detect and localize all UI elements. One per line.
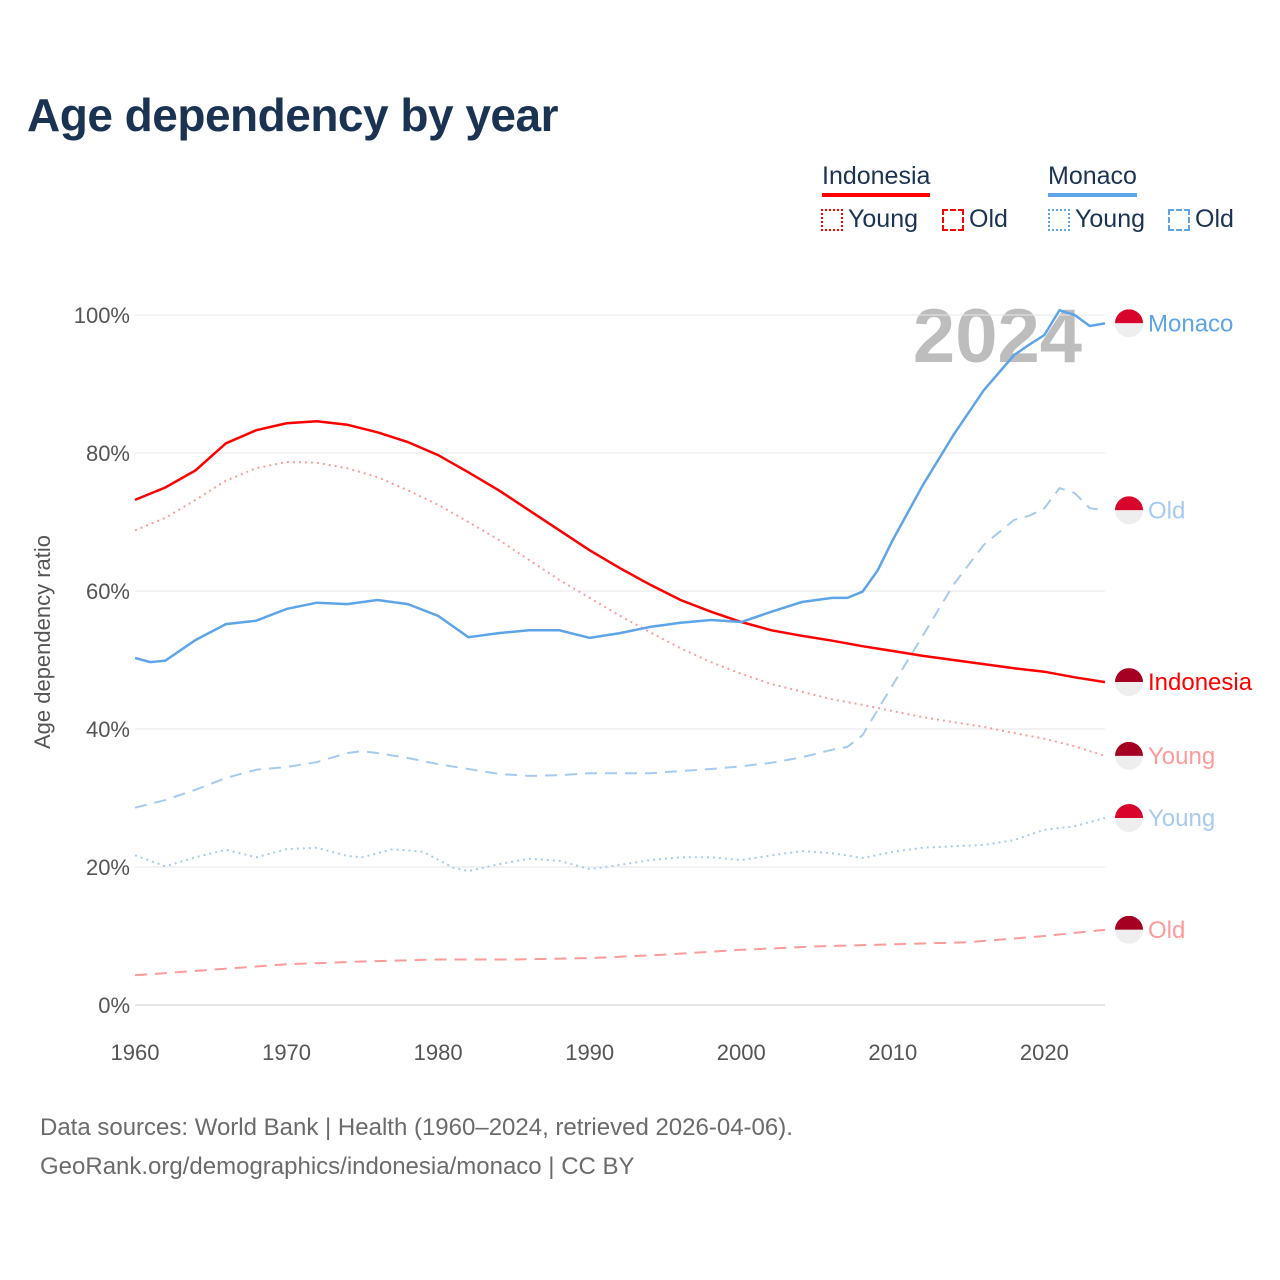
y-tick-label: 40% (86, 717, 130, 742)
flag-icon (1115, 496, 1143, 525)
end-label: Monaco (1148, 310, 1233, 337)
flag-icon (1115, 741, 1143, 770)
dashed-swatch-icon (942, 208, 964, 231)
y-tick-label: 0% (98, 993, 130, 1018)
x-tick-label: 2000 (717, 1040, 766, 1065)
legend-label: Young (848, 205, 918, 233)
end-label: Old (1148, 497, 1185, 524)
dotted-swatch-icon (1048, 208, 1070, 231)
end-label: Indonesia (1148, 669, 1253, 696)
legend-indonesia[interactable]: Indonesia (822, 162, 931, 197)
dotted-swatch-icon (821, 208, 843, 231)
y-tick-label: 100% (74, 303, 130, 328)
y-tick-label: 80% (86, 441, 130, 466)
source-line-2[interactable]: GeoRank.org/demographics/indonesia/monac… (40, 1153, 635, 1180)
series-line-monaco-old[interactable] (134, 487, 1106, 809)
x-tick-label: 2010 (868, 1040, 917, 1065)
end-label: Old (1148, 917, 1185, 944)
x-tick-label: 2020 (1020, 1040, 1069, 1065)
x-tick-label: 1970 (262, 1040, 311, 1065)
flag-icon (1115, 804, 1143, 833)
end-label: Young (1148, 805, 1215, 832)
legend-indonesia-old[interactable]: Old (942, 205, 1008, 234)
y-tick-label: 20% (86, 855, 130, 880)
source-note: Data sources: World Bank | Health (1960–… (40, 1108, 793, 1186)
x-tick-label: 1960 (111, 1040, 160, 1065)
x-tick-label: 1980 (414, 1040, 463, 1065)
series-line-monaco[interactable] (134, 308, 1106, 664)
legend-label: Old (969, 205, 1008, 233)
y-axis-label: Age dependency ratio (30, 535, 55, 749)
flag-icon (1115, 915, 1143, 944)
legend-monaco[interactable]: Monaco (1048, 162, 1137, 197)
flag-icon (1115, 309, 1143, 338)
series-line-monaco-young[interactable] (134, 817, 1106, 873)
chart-title: Age dependency by year (27, 89, 558, 141)
y-tick-label: 60% (86, 579, 130, 604)
series-line-indonesia[interactable] (134, 420, 1106, 684)
series-line-indonesia-old[interactable] (134, 928, 1106, 977)
legend-indonesia-young[interactable]: Young (821, 205, 918, 234)
legend-label: Young (1075, 205, 1145, 233)
source-line-1: Data sources: World Bank | Health (1960–… (40, 1114, 793, 1141)
flag-icon (1115, 668, 1143, 697)
legend-monaco-young[interactable]: Young (1048, 205, 1145, 234)
x-tick-label: 1990 (565, 1040, 614, 1065)
legend-monaco-old[interactable]: Old (1168, 205, 1234, 234)
end-label: Young (1148, 743, 1215, 770)
legend-label: Old (1195, 205, 1234, 233)
dashed-swatch-icon (1168, 208, 1190, 231)
series-line-indonesia-young[interactable] (134, 460, 1106, 757)
year-watermark: 2024 (913, 294, 1082, 379)
